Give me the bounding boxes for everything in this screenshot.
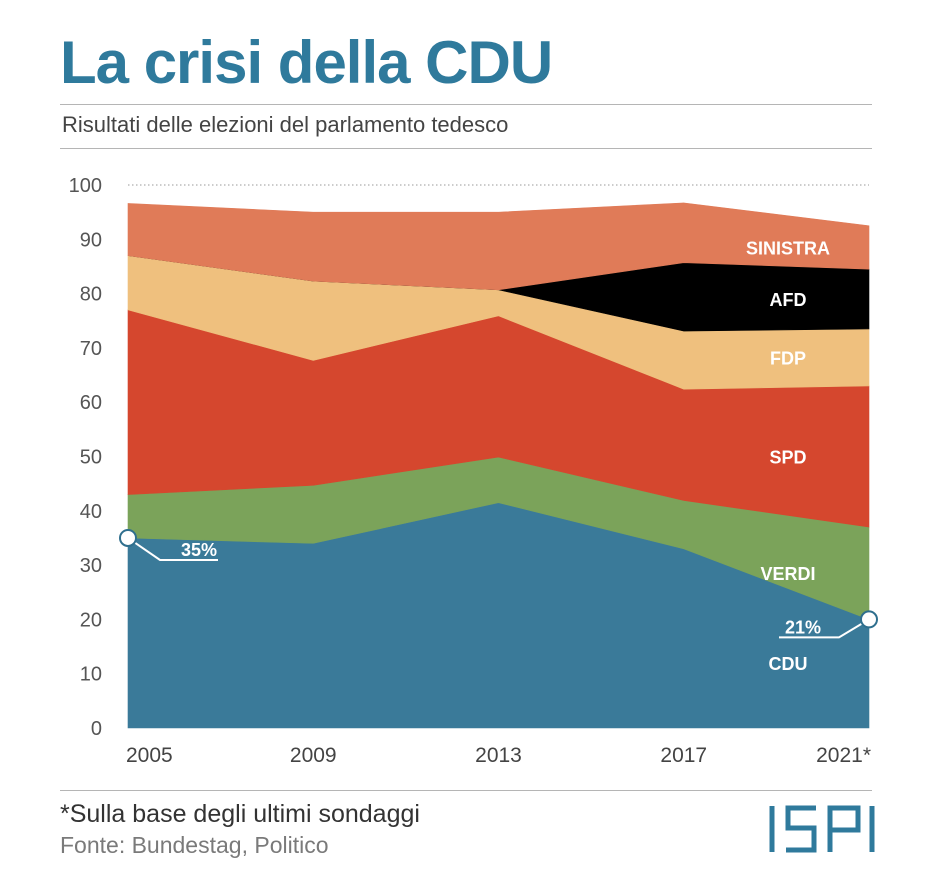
series-label-verdi: VERDI <box>760 564 815 584</box>
x-tick-label: 2009 <box>290 744 337 767</box>
title-divider <box>60 104 872 105</box>
footer-divider <box>60 790 872 791</box>
source-note: Fonte: Bundestag, Politico <box>60 832 329 858</box>
series-label-sinistra: SINISTRA <box>746 238 830 258</box>
chart-subtitle: Risultati delle elezioni del parlamento … <box>62 112 509 137</box>
annotation-label: 35% <box>181 540 217 560</box>
y-tick-label: 90 <box>80 229 102 251</box>
annotation-label: 21% <box>785 617 821 637</box>
y-tick-label: 100 <box>69 175 102 197</box>
series-label-fdp: FDP <box>770 348 806 368</box>
annotation-leader-line <box>127 537 218 561</box>
y-tick-label: 30 <box>80 555 102 577</box>
x-tick-label: 2017 <box>660 744 707 767</box>
series-label-cdu: CDU <box>769 654 808 674</box>
y-tick-label: 10 <box>80 664 102 686</box>
y-tick-label: 0 <box>91 718 102 740</box>
stacked-area-chart: 0 10 20 30 40 50 60 70 80 90 100 2005 2009 2013 2017 20… <box>69 175 878 767</box>
ispi-logo <box>769 805 875 853</box>
annotation-leader-line <box>779 618 870 639</box>
x-tick-label: 2013 <box>475 744 522 767</box>
subtitle-divider <box>60 148 872 149</box>
y-tick-label: 60 <box>80 392 102 414</box>
annotation-marker <box>860 610 878 629</box>
y-tick-label: 70 <box>80 338 102 360</box>
chart-title: La crisi della CDU <box>60 29 553 96</box>
annotation-marker <box>119 528 137 547</box>
series-label-afd: AFD <box>770 290 807 310</box>
y-tick-label: 50 <box>80 447 102 469</box>
y-tick-label: 80 <box>80 284 102 306</box>
y-tick-label: 40 <box>80 501 102 523</box>
y-tick-label: 20 <box>80 609 102 631</box>
x-tick-label: 2021* <box>816 744 871 767</box>
series-label-spd: SPD <box>769 448 806 468</box>
footnote: *Sulla base degli ultimi sondaggi <box>60 800 420 828</box>
area-sinistra <box>127 202 870 291</box>
x-tick-label: 2005 <box>126 744 173 767</box>
